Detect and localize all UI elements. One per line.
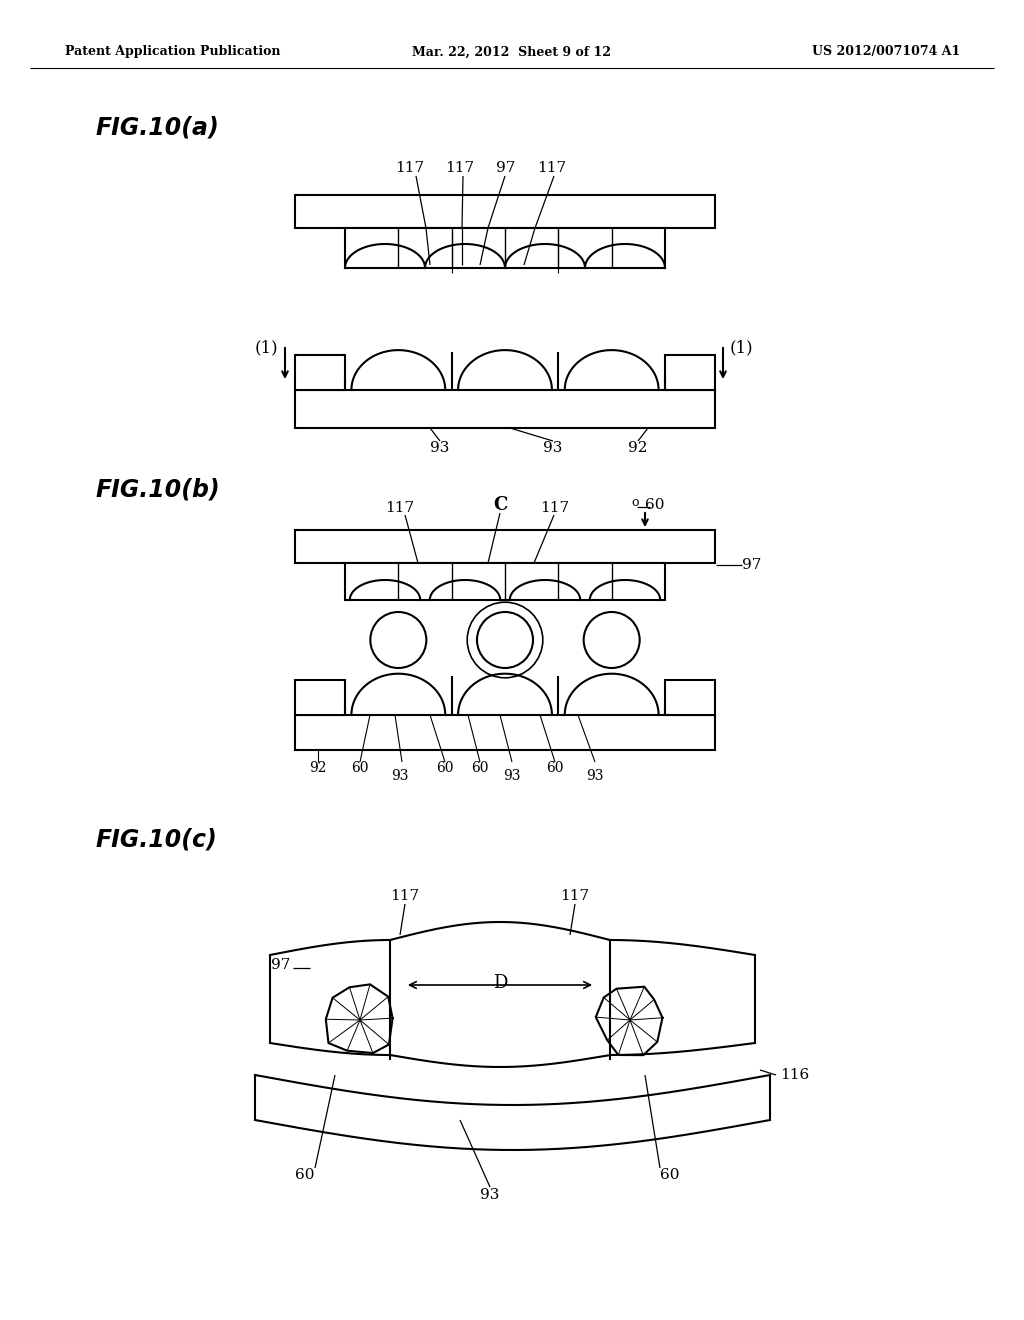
Circle shape <box>467 602 543 677</box>
Text: 93: 93 <box>480 1188 500 1203</box>
Text: 116: 116 <box>780 1068 809 1082</box>
Text: 117: 117 <box>390 888 420 903</box>
Text: 92: 92 <box>309 762 327 775</box>
Text: o: o <box>631 495 639 508</box>
Text: C: C <box>493 496 507 513</box>
Text: FIG.10(b): FIG.10(b) <box>95 478 219 502</box>
Text: (1): (1) <box>730 339 754 356</box>
Text: (1): (1) <box>254 339 278 356</box>
Circle shape <box>371 612 426 668</box>
Text: 60: 60 <box>295 1168 314 1181</box>
Bar <box>295 680 345 715</box>
Text: 117: 117 <box>445 161 474 176</box>
Text: 97: 97 <box>270 958 290 972</box>
Circle shape <box>584 612 640 668</box>
Text: 117: 117 <box>541 502 569 515</box>
Text: 60: 60 <box>660 1168 680 1181</box>
Text: 60: 60 <box>645 498 665 512</box>
Text: US 2012/0071074 A1: US 2012/0071074 A1 <box>812 45 961 58</box>
Text: 60: 60 <box>546 762 564 775</box>
Text: 117: 117 <box>395 161 425 176</box>
Bar <box>345 564 665 601</box>
Text: 117: 117 <box>538 161 566 176</box>
Text: Mar. 22, 2012  Sheet 9 of 12: Mar. 22, 2012 Sheet 9 of 12 <box>413 45 611 58</box>
Text: 60: 60 <box>436 762 454 775</box>
Text: 60: 60 <box>471 762 488 775</box>
Text: 93: 93 <box>503 770 521 783</box>
Bar <box>295 715 715 750</box>
Text: Patent Application Publication: Patent Application Publication <box>65 45 281 58</box>
Bar <box>295 531 715 564</box>
Bar <box>345 228 665 268</box>
Text: 60: 60 <box>351 762 369 775</box>
Text: 92: 92 <box>629 441 648 455</box>
Circle shape <box>477 612 534 668</box>
Bar <box>665 355 715 389</box>
Text: 93: 93 <box>587 770 604 783</box>
Text: 97: 97 <box>742 558 762 572</box>
Text: 93: 93 <box>430 441 450 455</box>
Text: 93: 93 <box>391 770 409 783</box>
Bar <box>295 355 345 389</box>
Text: D: D <box>493 974 507 993</box>
Text: 97: 97 <box>497 161 516 176</box>
Bar <box>295 195 715 228</box>
Text: FIG.10(a): FIG.10(a) <box>95 116 219 140</box>
Bar <box>295 389 715 428</box>
Bar <box>665 680 715 715</box>
Text: 117: 117 <box>560 888 590 903</box>
Text: 93: 93 <box>544 441 562 455</box>
Circle shape <box>477 612 534 668</box>
Text: FIG.10(c): FIG.10(c) <box>95 828 217 851</box>
Text: 117: 117 <box>385 502 415 515</box>
